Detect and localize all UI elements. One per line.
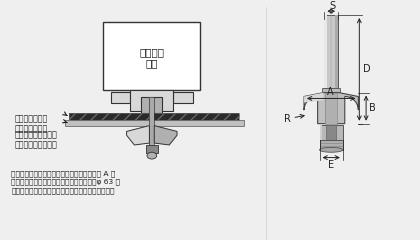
Bar bbox=[103, 22, 200, 90]
Text: S: S bbox=[329, 1, 335, 11]
Bar bbox=[146, 145, 158, 153]
Bar bbox=[335, 15, 338, 88]
Bar bbox=[320, 125, 343, 140]
Text: ルーター本体のベースプレート穴よりも刊径 A の
方が大きい場合は、サブベースプレート（φ 63 ま
で）または自作のプレートを取り付けてください。: ルーター本体のベースプレート穴よりも刊径 A の 方が大きい場合は、サブベースプ… bbox=[11, 170, 120, 194]
Text: D: D bbox=[363, 64, 371, 74]
Bar bbox=[65, 120, 244, 126]
Text: ルーター
本体: ルーター 本体 bbox=[139, 47, 164, 69]
Bar bbox=[141, 97, 163, 113]
Text: A: A bbox=[327, 87, 333, 97]
Bar bbox=[65, 120, 244, 126]
Polygon shape bbox=[304, 93, 323, 102]
Bar bbox=[69, 113, 239, 120]
Ellipse shape bbox=[147, 152, 157, 159]
Polygon shape bbox=[304, 93, 358, 124]
Text: サブベースプレート
または自作プレート: サブベースプレート または自作プレート bbox=[14, 130, 57, 150]
Bar bbox=[326, 125, 336, 140]
Bar bbox=[173, 92, 192, 103]
Bar bbox=[150, 97, 154, 157]
Bar bbox=[323, 88, 340, 93]
Bar bbox=[150, 97, 154, 157]
Text: ルーター本体の
ベースプレート: ルーター本体の ベースプレート bbox=[14, 114, 47, 133]
Polygon shape bbox=[126, 126, 150, 145]
Text: E: E bbox=[328, 160, 334, 169]
Bar bbox=[111, 92, 131, 103]
Ellipse shape bbox=[320, 147, 343, 152]
Bar bbox=[324, 15, 327, 88]
Bar bbox=[320, 140, 343, 150]
Bar bbox=[326, 93, 337, 124]
Bar bbox=[131, 90, 173, 111]
Polygon shape bbox=[154, 126, 177, 145]
Bar bbox=[326, 93, 337, 124]
Bar bbox=[324, 15, 338, 88]
Text: R: R bbox=[284, 114, 291, 124]
Bar bbox=[320, 125, 323, 140]
Bar bbox=[69, 113, 239, 120]
Text: B: B bbox=[369, 103, 376, 113]
